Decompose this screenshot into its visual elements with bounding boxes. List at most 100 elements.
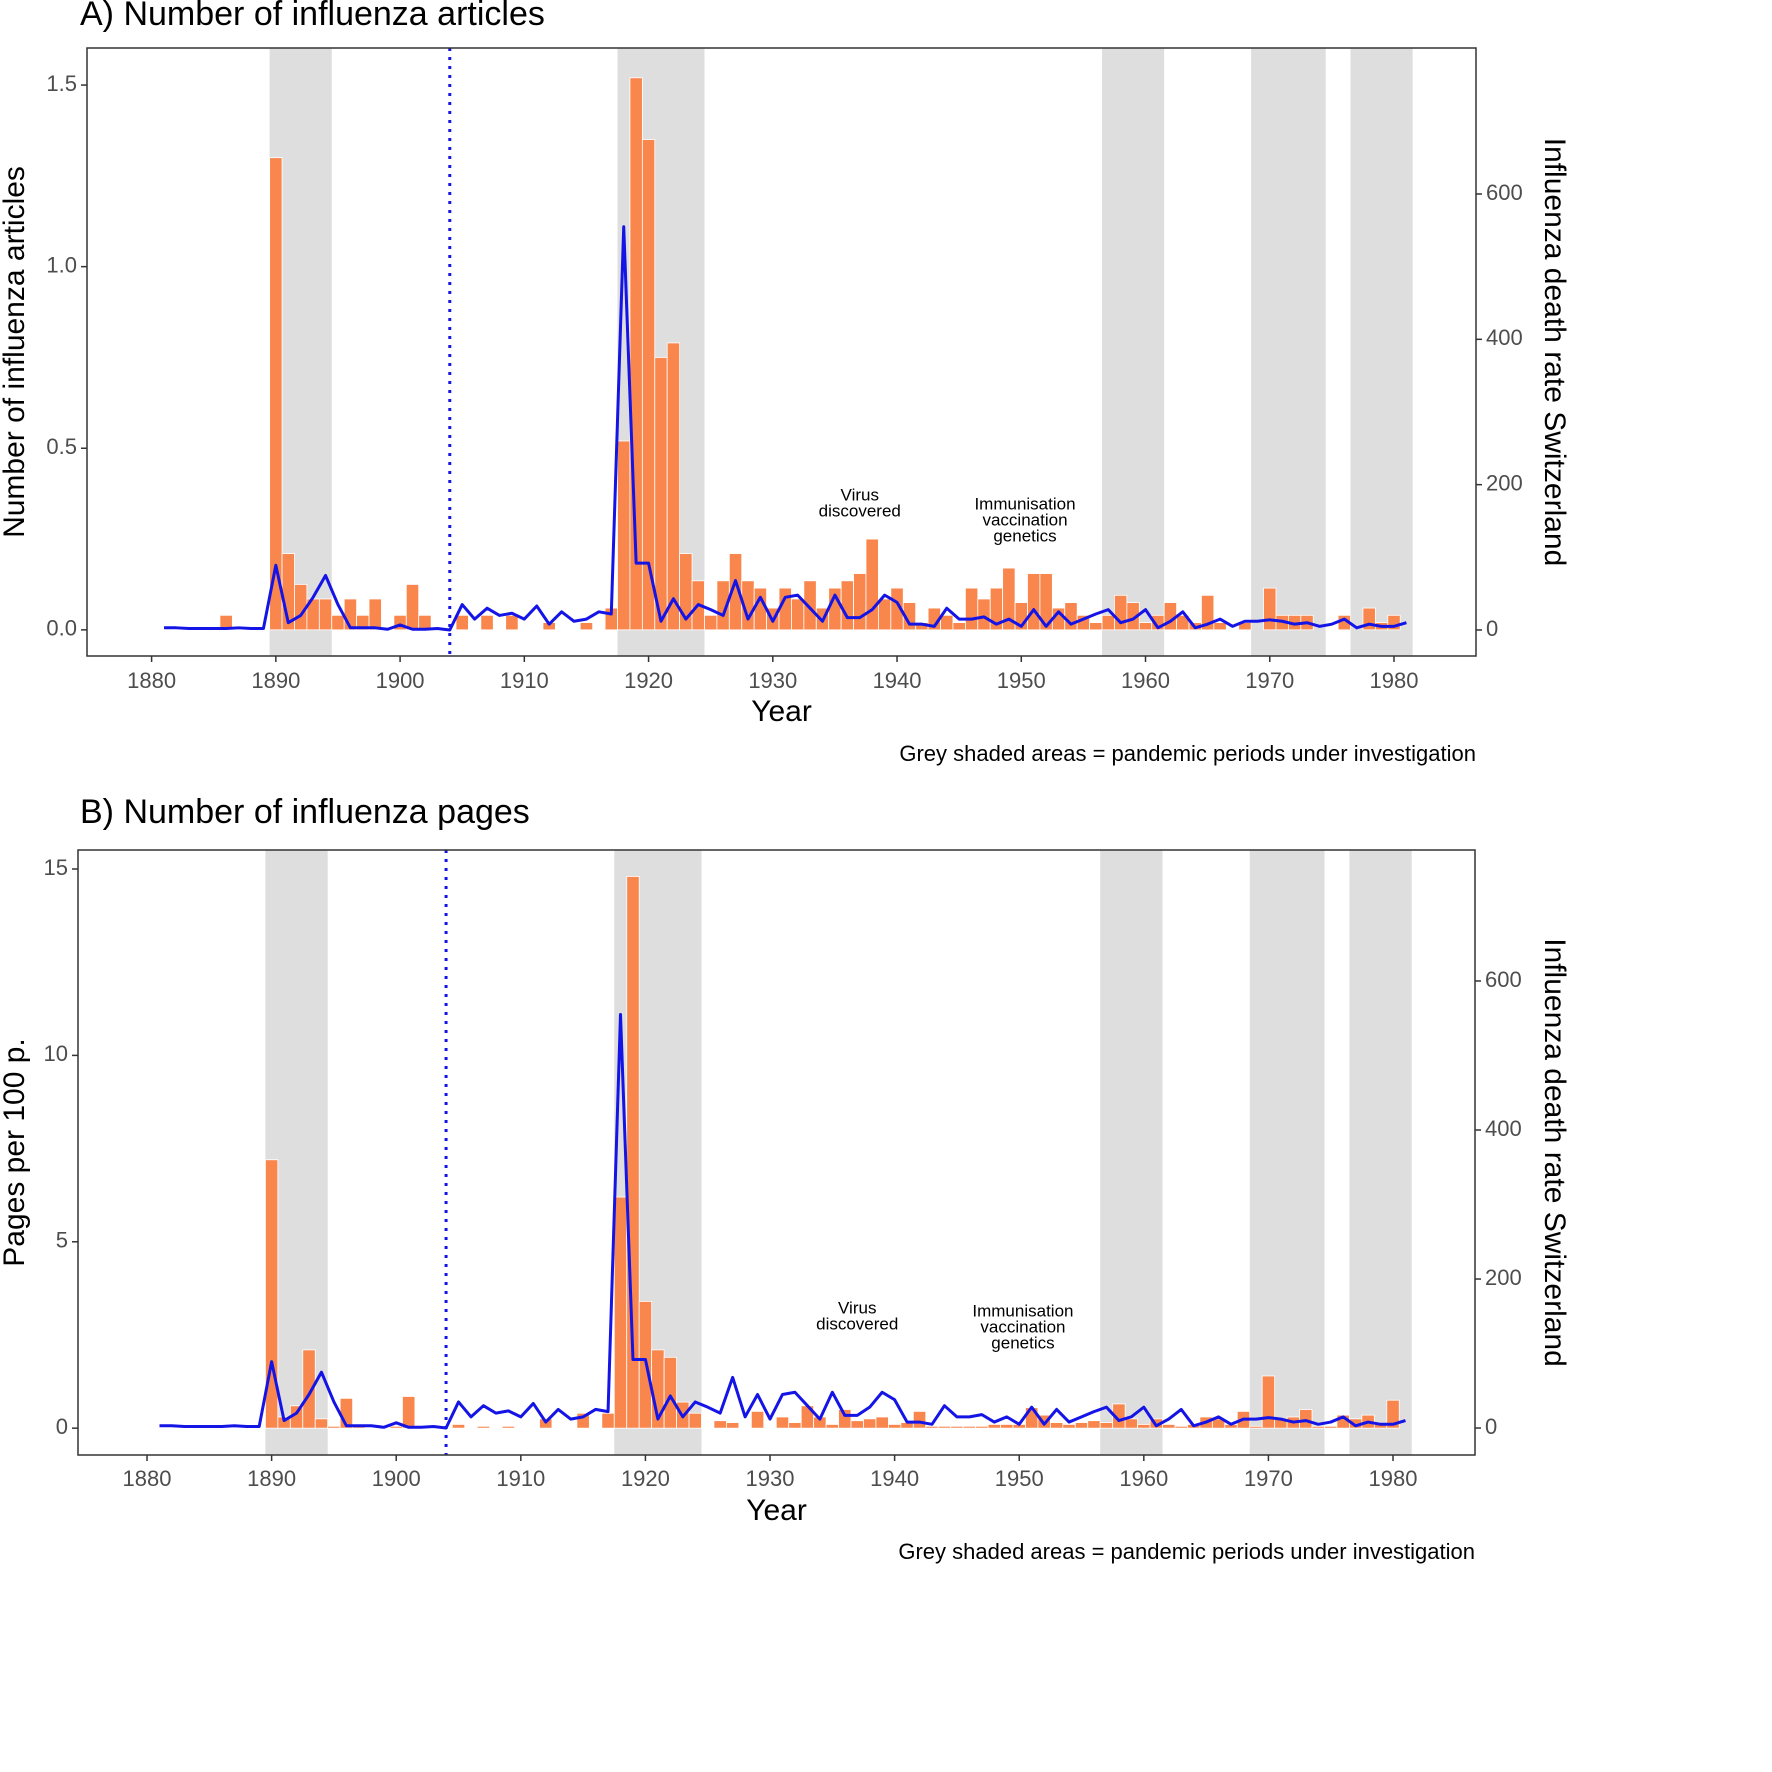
y-axis-title: Pages per 100 p. — [0, 1038, 31, 1267]
bar — [1174, 1425, 1188, 1429]
panel-title: B) Number of influenza pages — [80, 793, 530, 831]
bar — [1062, 1424, 1076, 1429]
y2-axis-title: Influenza death rate Switzerland — [1538, 138, 1571, 567]
y-tick-label: 10 — [44, 1041, 68, 1066]
bar — [1211, 1418, 1226, 1429]
bar — [1201, 594, 1215, 631]
bar — [1386, 1399, 1400, 1429]
x-tick-label: 1960 — [1119, 1466, 1168, 1491]
bar — [1101, 614, 1115, 631]
bar — [950, 1425, 964, 1429]
bar — [368, 598, 382, 631]
x-tick-label: 1970 — [1244, 1466, 1293, 1491]
bar — [750, 1410, 765, 1429]
bar — [451, 1424, 466, 1429]
bar — [402, 1396, 416, 1429]
bar — [455, 614, 469, 631]
x-tick-label: 1880 — [127, 668, 176, 693]
bar — [1299, 1409, 1313, 1429]
bar — [964, 587, 979, 631]
bar — [663, 1356, 677, 1429]
x-tick-label: 1960 — [1121, 668, 1170, 693]
x-tick-label: 1900 — [372, 1466, 421, 1491]
bar — [1162, 1424, 1176, 1429]
x-tick-label: 1930 — [746, 1466, 795, 1491]
bar — [775, 1416, 790, 1429]
bar — [314, 1418, 329, 1429]
bar — [1124, 1418, 1138, 1429]
bar — [987, 1424, 1001, 1429]
x-tick-label: 1950 — [997, 668, 1046, 693]
y-tick-label: 15 — [44, 855, 68, 880]
bar — [318, 598, 333, 631]
y2-tick-label: 600 — [1485, 967, 1522, 992]
bar — [331, 614, 345, 631]
bar — [840, 580, 854, 631]
bar — [912, 1410, 927, 1429]
bar — [1263, 587, 1277, 631]
x-tick-label: 1920 — [621, 1466, 670, 1491]
annotation: Virus — [838, 1299, 876, 1318]
y2-tick-label: 400 — [1486, 325, 1523, 350]
bar — [713, 1420, 727, 1429]
bar — [480, 614, 494, 631]
bar — [962, 1425, 977, 1429]
bar — [937, 1425, 952, 1429]
bar — [803, 580, 817, 631]
x-axis-title: Year — [751, 695, 812, 728]
y-tick-label: 0 — [56, 1414, 68, 1439]
bar — [1311, 1425, 1325, 1429]
y2-tick-label: 600 — [1486, 180, 1523, 205]
bar — [1089, 622, 1103, 631]
annotation: Immunisation — [972, 1302, 1073, 1321]
bar — [579, 622, 594, 631]
bar — [1049, 1422, 1064, 1429]
y2-tick-label: 200 — [1486, 470, 1523, 495]
bar — [726, 1422, 740, 1429]
x-tick-label: 1980 — [1370, 668, 1419, 693]
bar — [1213, 622, 1227, 631]
bar — [476, 1425, 491, 1429]
bar — [865, 538, 879, 631]
annotation: vaccination — [982, 510, 1067, 529]
bar — [269, 157, 283, 631]
bar — [788, 1422, 802, 1429]
bar — [1027, 573, 1041, 631]
x-tick-label: 1940 — [870, 1466, 919, 1491]
bar — [654, 357, 668, 631]
x-tick-label: 1980 — [1369, 1466, 1418, 1491]
bar — [1087, 1420, 1101, 1429]
bar — [389, 1425, 403, 1429]
y-tick-label: 5 — [56, 1228, 68, 1253]
y-tick-label: 0.0 — [46, 616, 77, 641]
x-tick-label: 1920 — [624, 668, 673, 693]
bar — [1002, 567, 1016, 631]
x-tick-label: 1910 — [500, 668, 549, 693]
annotation: genetics — [993, 526, 1056, 545]
death-rate-line — [164, 225, 1407, 632]
plot-border — [86, 47, 1477, 657]
bar — [887, 1424, 902, 1429]
bar — [666, 342, 681, 631]
panel: B) Number of influenza pages Virusdiscove… — [0, 793, 1571, 1564]
bar — [641, 139, 656, 631]
panel-title: A) Number of influenza articles — [80, 0, 545, 33]
x-tick-label: 1880 — [123, 1466, 172, 1491]
x-tick-label: 1930 — [748, 668, 797, 693]
annotation: Immunisation — [974, 494, 1075, 513]
bar — [1099, 1422, 1114, 1429]
bar — [501, 1425, 515, 1429]
y2-tick-label: 400 — [1485, 1116, 1522, 1141]
bar — [925, 1425, 939, 1429]
bar — [1074, 1422, 1089, 1429]
bar — [791, 598, 805, 631]
bar — [863, 1418, 877, 1429]
bar — [688, 1412, 702, 1429]
x-tick-label: 1950 — [995, 1466, 1044, 1491]
pandemic-shade — [1102, 48, 1165, 656]
annotation: Virus — [841, 485, 879, 504]
x-tick-label: 1890 — [251, 668, 300, 693]
x-axis-title: Year — [746, 1494, 807, 1527]
bar — [753, 587, 767, 631]
bar — [1324, 1425, 1338, 1429]
